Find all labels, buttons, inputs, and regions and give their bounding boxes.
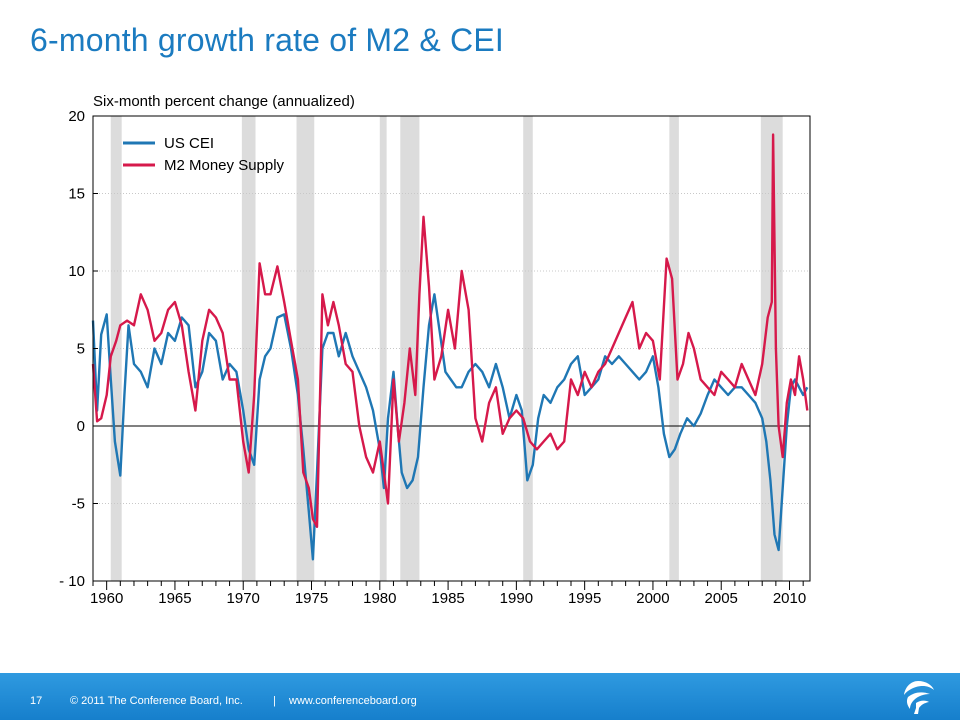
x-tick-label: 2000 [636,590,669,607]
series-line-us-cei [91,293,809,561]
x-tick-label: 1970 [227,590,260,607]
y-tick-label: -5 [72,496,85,513]
y-tick-label: 20 [68,108,85,125]
y-tick-label: 10 [68,263,85,280]
recession-bar [241,116,256,581]
legend: US CEI M2 Money Supply [123,135,285,174]
recession-shading [110,116,783,581]
x-tick-label: 1975 [295,590,328,607]
series-lines [91,133,809,561]
footer-separator: | [273,695,276,707]
x-tick-label: 1960 [90,590,123,607]
conference-board-logo-icon [904,681,934,714]
x-tick-label: 1980 [363,590,396,607]
website-link[interactable]: www.conferenceboard.org [289,695,417,707]
y-tick-label: 0 [77,418,85,435]
slide-title: 6-month growth rate of M2 & CEI [30,22,504,58]
y-axis-label: Six-month percent change (annualized) [93,93,355,110]
x-tick-label: 1965 [158,590,191,607]
x-tick-label: 1990 [500,590,533,607]
recession-bar [379,116,387,581]
y-tick-label: 15 [68,186,85,203]
chart: Six-month percent change (annualized) 20… [59,93,811,607]
x-tick-label: 1985 [431,590,464,607]
copyright-text: © 2011 The Conference Board, Inc. [70,695,243,707]
y-tick-label: - 10 [59,573,85,590]
series-line-m2-money-supply [91,133,809,528]
y-tick-label: 5 [77,341,85,358]
legend-label: US CEI [164,135,214,152]
x-tick-label: 2005 [705,590,738,607]
x-tick-label: 1995 [568,590,601,607]
recession-bar [523,116,533,581]
recession-bar [110,116,122,581]
x-tick-label: 2010 [773,590,806,607]
y-axis-ticks: 20 15 10 5 0 -5 - 10 [59,108,98,590]
recession-bar [669,116,679,581]
page-number: 17 [30,695,43,707]
legend-label: M2 Money Supply [164,157,285,174]
footer-bar: 17 © 2011 The Conference Board, Inc. | w… [0,673,960,720]
x-axis-ticks: 1960 1965 1970 1975 1980 1985 1990 1995 2000 2005… [90,581,806,607]
recession-bar [296,116,315,581]
